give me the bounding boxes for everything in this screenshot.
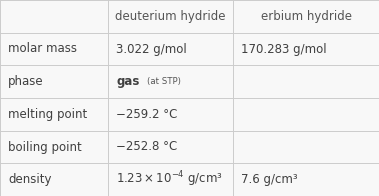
- Text: $1.23\times10^{-4}$ g/cm³: $1.23\times10^{-4}$ g/cm³: [116, 170, 223, 189]
- Text: −259.2 °C: −259.2 °C: [116, 108, 178, 121]
- Text: gas: gas: [116, 75, 140, 88]
- Text: 170.283 g/mol: 170.283 g/mol: [241, 43, 327, 55]
- Text: erbium hydride: erbium hydride: [260, 10, 352, 23]
- Text: phase: phase: [8, 75, 44, 88]
- Text: deuterium hydride: deuterium hydride: [115, 10, 226, 23]
- Text: 3.022 g/mol: 3.022 g/mol: [116, 43, 187, 55]
- Text: boiling point: boiling point: [8, 141, 82, 153]
- Text: density: density: [8, 173, 52, 186]
- Text: molar mass: molar mass: [8, 43, 77, 55]
- Text: (at STP): (at STP): [147, 77, 181, 86]
- Text: −252.8 °C: −252.8 °C: [116, 141, 178, 153]
- Text: 7.6 g/cm³: 7.6 g/cm³: [241, 173, 298, 186]
- Text: melting point: melting point: [8, 108, 88, 121]
